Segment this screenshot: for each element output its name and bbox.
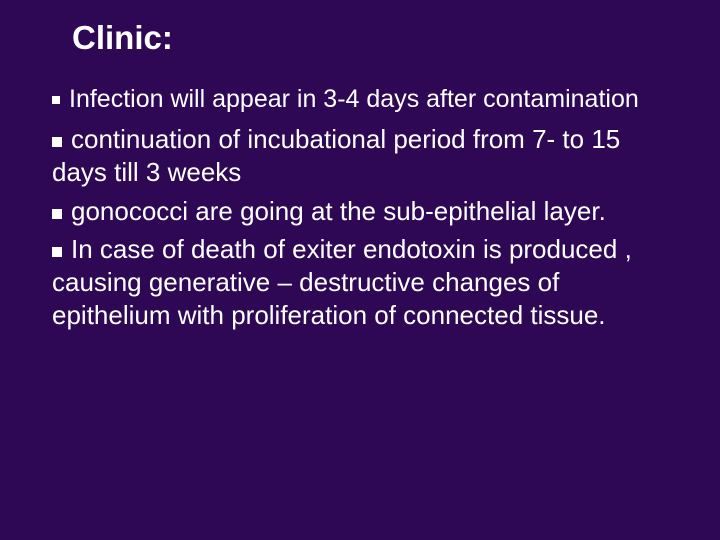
- slide-container: Clinic: Infection will appear in 3-4 day…: [0, 0, 720, 540]
- bullet-text: In case of death of exiter endotoxin is …: [52, 234, 632, 330]
- bullet-item-4: In case of death of exiter endotoxin is …: [52, 233, 680, 331]
- square-bullet-icon: [52, 209, 62, 219]
- bullet-item-2: continuation of incubational period from…: [52, 123, 680, 189]
- square-bullet-icon: [52, 247, 62, 257]
- bullet-text: gonococci are going at the sub-epithelia…: [71, 196, 606, 226]
- bullet-text: Infection will appear in 3-4 days after …: [69, 85, 639, 113]
- bullet-item-3: gonococci are going at the sub-epithelia…: [52, 195, 680, 228]
- slide-title: Clinic:: [72, 18, 680, 58]
- bullet-item-1: Infection will appear in 3-4 days after …: [52, 84, 680, 116]
- square-bullet-icon: [52, 137, 62, 147]
- bullet-text: continuation of incubational period from…: [52, 124, 620, 187]
- square-bullet-icon: [52, 96, 60, 104]
